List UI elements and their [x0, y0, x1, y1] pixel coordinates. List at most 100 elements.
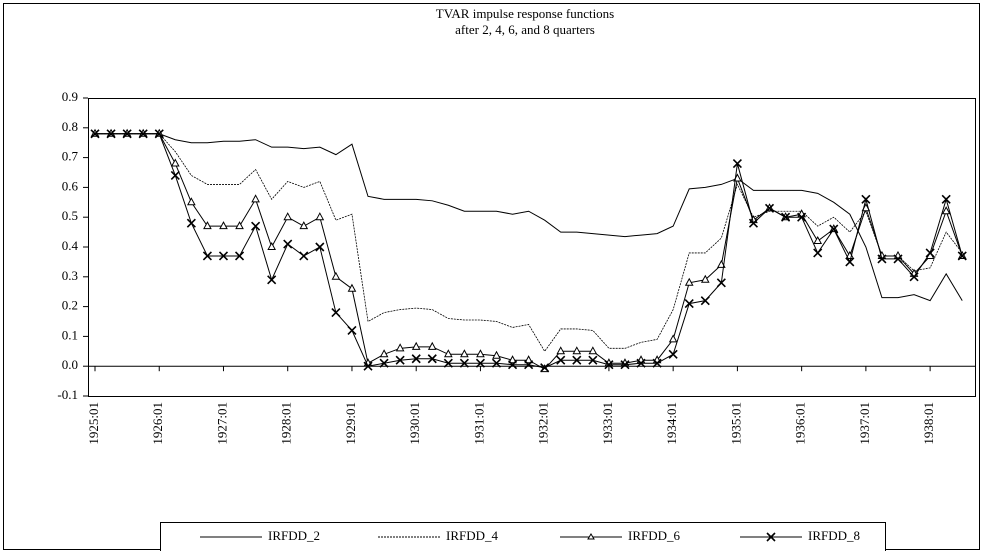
point-marker [203, 221, 212, 230]
chart-frame [3, 3, 980, 550]
point-marker [267, 275, 277, 285]
point-marker [556, 346, 566, 355]
y-tick-label: 0.7 [62, 149, 79, 164]
point-marker [684, 277, 694, 286]
legend-marker [587, 533, 595, 540]
point-marker [202, 251, 212, 261]
y-tick-label: 0.8 [62, 119, 78, 134]
x-tick-label: 1933:01 [600, 402, 615, 445]
x-tick-label: 1929:01 [343, 402, 358, 445]
point-marker [492, 350, 501, 359]
point-marker [122, 129, 132, 139]
legend-label: IRFDD_2 [268, 528, 320, 543]
x-tick-label: 1926:01 [150, 402, 165, 445]
point-marker [797, 212, 807, 222]
point-marker [187, 197, 196, 206]
x-tick-label: 1928:01 [279, 402, 294, 445]
point-marker [427, 354, 437, 364]
point-marker [251, 221, 261, 231]
chart-title: TVAR impulse response functions [436, 6, 615, 21]
point-marker [748, 218, 759, 228]
point-marker [347, 283, 357, 292]
point-marker [524, 355, 533, 364]
point-marker [941, 206, 951, 215]
x-tick-label: 1938:01 [921, 402, 936, 445]
x-tick-label: 1925:01 [86, 402, 101, 445]
chart-subtitle: after 2, 4, 6, and 8 quarters [455, 22, 595, 37]
y-tick-label: 0.5 [62, 208, 78, 223]
point-marker [491, 358, 502, 368]
point-marker [459, 358, 469, 368]
point-marker [604, 360, 614, 370]
point-marker [299, 221, 309, 230]
point-marker [957, 251, 967, 261]
point-marker [636, 358, 646, 368]
point-marker [331, 307, 341, 318]
point-marker [395, 355, 405, 365]
point-marker [652, 358, 662, 368]
point-marker [315, 212, 325, 221]
point-marker [443, 358, 453, 368]
point-marker [540, 363, 550, 373]
point-marker [411, 354, 421, 364]
point-marker [861, 194, 871, 204]
y-tick-label: 0.6 [62, 178, 79, 193]
point-marker [877, 254, 887, 264]
point-marker [813, 248, 823, 258]
point-marker [331, 271, 341, 280]
y-tick-label: 0.3 [62, 268, 78, 283]
point-marker [186, 218, 196, 228]
point-marker [764, 203, 775, 213]
point-marker [588, 346, 598, 355]
legend-label: IRFDD_6 [628, 528, 681, 543]
point-marker [235, 221, 244, 230]
series-line [95, 133, 963, 302]
point-marker [941, 194, 951, 204]
point-marker [106, 129, 116, 139]
x-tick-label: 1931:01 [471, 402, 486, 445]
x-tick-label: 1932:01 [536, 402, 551, 445]
point-marker [218, 251, 229, 261]
point-marker [267, 241, 276, 250]
point-marker [443, 349, 453, 358]
x-tick-label: 1937:01 [857, 402, 872, 445]
series-line [95, 133, 963, 353]
point-marker [476, 349, 485, 358]
point-marker [251, 194, 260, 203]
point-marker [572, 346, 582, 355]
point-marker [524, 360, 534, 370]
point-marker [813, 235, 823, 245]
point-marker [684, 299, 694, 309]
x-tick-label: 1936:01 [793, 402, 808, 445]
point-marker [411, 341, 421, 350]
point-marker [283, 212, 293, 221]
point-marker [299, 251, 309, 261]
point-marker [508, 355, 517, 364]
point-marker [572, 355, 582, 365]
point-marker [315, 242, 325, 252]
point-marker [234, 251, 245, 261]
y-tick-label: -0.1 [57, 387, 78, 402]
y-tick-label: 0.0 [62, 357, 78, 372]
point-marker [717, 259, 726, 268]
point-marker [668, 334, 678, 343]
legend-marker [766, 532, 776, 542]
x-tick-label: 1930:01 [407, 402, 422, 445]
point-marker [379, 358, 389, 368]
point-marker [925, 248, 935, 258]
point-marker [507, 360, 518, 370]
point-marker [620, 360, 630, 370]
point-marker [283, 239, 293, 249]
point-marker [588, 355, 598, 365]
point-marker [347, 325, 357, 336]
point-marker [732, 158, 742, 169]
point-marker [154, 129, 164, 139]
point-marker [716, 278, 726, 288]
y-tick-label: 0.1 [62, 327, 78, 342]
point-marker [829, 224, 839, 234]
point-marker [170, 158, 180, 167]
point-marker [475, 358, 486, 368]
point-marker [460, 349, 469, 358]
point-marker [90, 129, 100, 139]
